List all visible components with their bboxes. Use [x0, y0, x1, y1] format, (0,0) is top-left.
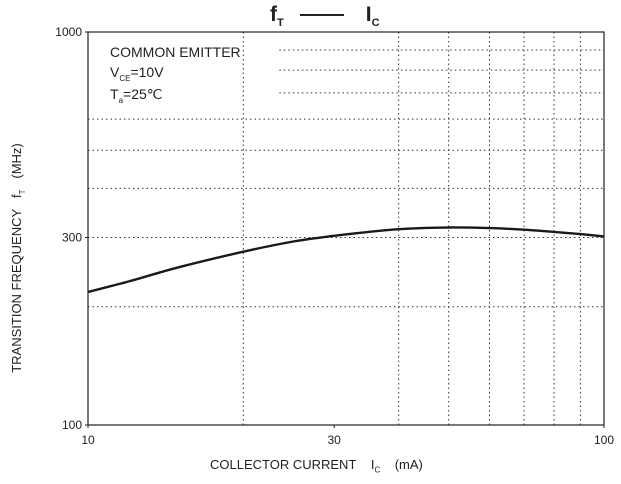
x-tick-label-10: 10	[81, 433, 95, 447]
x-axis-label: COLLECTOR CURRENT IC (mA)	[210, 457, 423, 475]
x-tick-label-30: 30	[328, 433, 342, 447]
y-tick-label-100: 100	[62, 418, 82, 432]
annotation-vce: VCE=10V	[110, 64, 164, 83]
annotation-common-emitter: COMMON EMITTER	[110, 44, 241, 60]
y-axis-label: TRANSITION FREQUENCY fT (MHz)	[9, 143, 27, 373]
y-tick-label-300: 300	[62, 230, 82, 244]
tick-labels: 100 300 1000 10 30 100	[55, 25, 614, 447]
y-tick-label-1000: 1000	[55, 25, 82, 39]
ft-ic-curve	[87, 226, 605, 294]
x-tick-label-100: 100	[594, 433, 614, 447]
plot-frame	[87, 31, 605, 426]
grid-lines	[88, 32, 604, 425]
chart-title: fT IC	[270, 3, 380, 30]
annotation-ta: Ta=25℃	[110, 86, 163, 105]
title-dash	[299, 14, 344, 17]
